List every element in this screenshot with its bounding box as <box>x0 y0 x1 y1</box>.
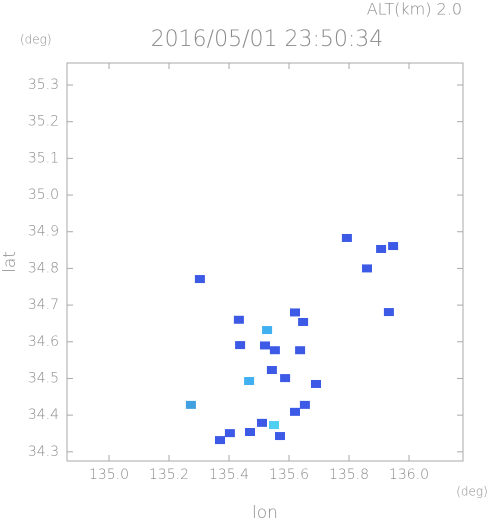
y-tick-label: 34.7 <box>28 297 59 313</box>
echo-cell <box>376 244 387 253</box>
echo-cell <box>260 341 270 350</box>
echo-cell <box>388 242 399 251</box>
echo-cell <box>280 374 291 383</box>
x-unit: (deg) <box>456 485 488 499</box>
y-tick-label: 35.1 <box>28 150 59 166</box>
x-tick-label: 135.8 <box>329 467 369 483</box>
echo-cell <box>311 379 321 388</box>
x-axis-label: lon <box>252 503 278 521</box>
echo-cell <box>244 377 255 386</box>
chart-title: 2016/05/01 23:50:34 <box>151 27 384 52</box>
echo-cell <box>362 264 372 273</box>
echo-cell <box>233 315 244 324</box>
y-unit: (deg) <box>20 33 52 47</box>
echo-cell <box>235 341 246 350</box>
echo-cell <box>194 275 205 284</box>
y-tick-label: 34.9 <box>28 224 59 240</box>
x-tick-label: 135.6 <box>269 467 309 483</box>
echo-cell <box>383 308 394 317</box>
echo-cell <box>275 432 285 441</box>
echo-cell <box>266 366 277 375</box>
x-tick-label: 136.0 <box>389 467 429 483</box>
y-tick-label: 34.3 <box>28 444 59 460</box>
y-tick-label: 34.5 <box>28 370 59 386</box>
echo-cell <box>299 400 310 409</box>
echo-cell <box>257 418 267 427</box>
echo-cell <box>295 346 306 355</box>
plot-frame <box>66 62 464 462</box>
echo-cell <box>290 407 300 416</box>
echo-cell <box>185 400 196 409</box>
echo-cell <box>298 317 309 326</box>
echo-cell <box>245 428 255 437</box>
x-tick-label: 135.4 <box>209 467 249 483</box>
echo-cell <box>269 346 280 355</box>
x-tick-label: 135.2 <box>149 467 189 483</box>
echo-cell <box>269 421 279 430</box>
echo-cell <box>290 308 300 317</box>
y-tick-label: 35.3 <box>28 77 59 93</box>
echo-cell <box>262 326 273 335</box>
chart-subtitle: ALT(km) 2.0 <box>367 0 462 19</box>
x-tick-label: 135.0 <box>89 467 129 483</box>
y-tick-label: 34.6 <box>28 334 59 350</box>
echo-cell <box>341 233 352 242</box>
y-tick-label: 34.8 <box>28 260 59 276</box>
echo-cell <box>215 436 225 445</box>
y-axis-label: lat <box>0 251 20 273</box>
echo-cell <box>224 429 235 438</box>
y-tick-label: 35.0 <box>28 187 59 203</box>
y-tick-label: 34.4 <box>28 407 59 423</box>
y-tick-label: 35.2 <box>28 114 59 130</box>
